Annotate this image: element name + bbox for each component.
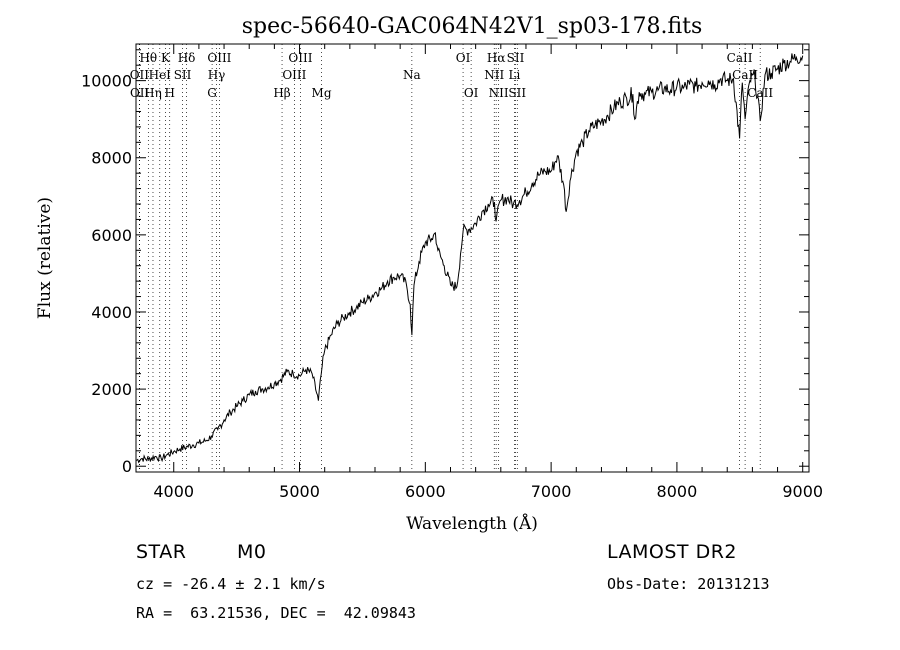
y-tick-label: 4000 (91, 303, 132, 322)
y-tick-label: 0 (122, 457, 132, 476)
y-tick-label: 6000 (91, 226, 132, 245)
line-marker-label: NII (489, 86, 509, 100)
line-marker-label: OIII (288, 51, 312, 65)
line-marker-label: OI (464, 86, 479, 100)
line-marker-label: Hθ (139, 51, 157, 65)
line-marker-label: SII (174, 68, 192, 82)
x-axis-label: Wavelength (Å) (406, 513, 538, 534)
line-marker-label: OII (130, 68, 150, 82)
line-marker-label: G (207, 86, 217, 100)
line-marker-label: OIII (207, 51, 231, 65)
line-marker-label: Hδ (178, 51, 196, 65)
line-marker-label: OII (130, 86, 150, 100)
chart-title: spec-56640-GAC064N42V1_sp03-178.fits (242, 14, 703, 39)
line-marker-label: SII (507, 51, 525, 65)
x-tick-label: 5000 (279, 482, 320, 501)
sky-coordinates: RA = 63.21536, DEC = 42.09843 (136, 604, 416, 622)
line-marker-label: Hβ (273, 86, 290, 100)
plot-frame (135, 43, 810, 473)
x-tick-label: 6000 (405, 482, 446, 501)
line-marker-label: CaII (732, 68, 758, 82)
observation-date: Obs-Date: 20131213 (607, 575, 770, 593)
line-marker-label: Hα (487, 51, 506, 65)
x-tick-label: 7000 (531, 482, 572, 501)
object-class: STAR (136, 541, 187, 563)
redshift-velocity: cz = -26.4 ± 2.1 km/s (136, 575, 326, 593)
y-tick-label: 2000 (91, 380, 132, 399)
line-marker-label: Li (508, 68, 520, 82)
line-marker-label: SII (508, 86, 526, 100)
y-tick-label: 8000 (91, 149, 132, 168)
survey-name: LAMOST DR2 (607, 541, 737, 563)
y-tick-labels: 0 2000 4000 6000 8000 10000 (81, 72, 132, 477)
line-marker-label: CaII (727, 51, 753, 65)
x-tick-labels: 4000 5000 6000 7000 8000 9000 (153, 482, 823, 501)
object-subclass: M0 (237, 541, 267, 563)
line-marker-label: CaII (747, 86, 773, 100)
line-marker-label: Hη (144, 86, 162, 100)
line-marker-label: HeI (149, 68, 172, 82)
line-marker-label: OIII (282, 68, 306, 82)
y-axis-label: Flux (relative) (35, 197, 55, 319)
line-marker-label: NII (484, 68, 504, 82)
x-tick-label: 9000 (782, 482, 823, 501)
line-marker-label: H (164, 86, 174, 100)
x-tick-label: 4000 (153, 482, 194, 501)
line-marker-label: Hγ (208, 68, 226, 82)
line-marker-label: K (161, 51, 171, 65)
line-marker-label: OI (456, 51, 471, 65)
line-marker-label: Mg (312, 86, 332, 100)
spectrum-line (135, 53, 804, 464)
x-tick-label: 8000 (657, 482, 698, 501)
y-tick-label: 10000 (81, 72, 132, 91)
line-marker-label: Na (403, 68, 421, 82)
axis-ticks (136, 44, 809, 472)
